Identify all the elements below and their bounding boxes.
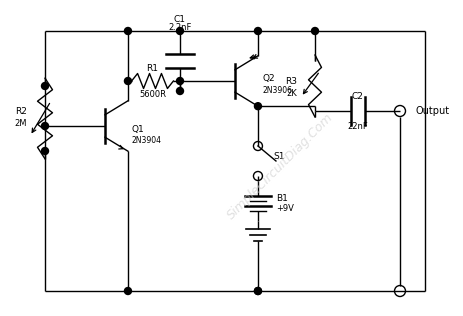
Circle shape xyxy=(176,27,183,34)
Text: 2N3906: 2N3906 xyxy=(263,86,292,94)
Text: Output: Output xyxy=(414,106,448,116)
Text: R2: R2 xyxy=(15,107,27,116)
Circle shape xyxy=(124,27,131,34)
Text: 2K: 2K xyxy=(286,88,296,98)
Circle shape xyxy=(176,88,183,94)
Text: 2N3904: 2N3904 xyxy=(131,136,162,144)
Circle shape xyxy=(254,103,261,110)
Text: SimpleCircuitDiag.Com: SimpleCircuitDiag.Com xyxy=(224,110,335,222)
Circle shape xyxy=(254,27,261,34)
Text: B1: B1 xyxy=(275,194,287,203)
Circle shape xyxy=(124,77,131,84)
Text: R1: R1 xyxy=(146,64,158,72)
Text: R3: R3 xyxy=(284,76,296,86)
Circle shape xyxy=(254,288,261,295)
Text: Q2: Q2 xyxy=(263,74,275,82)
Text: 5600R: 5600R xyxy=(139,89,166,99)
Circle shape xyxy=(41,123,49,130)
Text: 22nF: 22nF xyxy=(346,121,367,131)
Text: Q1: Q1 xyxy=(131,125,144,133)
Circle shape xyxy=(311,27,318,34)
Text: 2.2nF: 2.2nF xyxy=(168,22,191,32)
Text: +9V: +9V xyxy=(275,204,293,213)
Circle shape xyxy=(124,288,131,295)
Circle shape xyxy=(41,82,49,89)
Circle shape xyxy=(254,288,261,295)
Circle shape xyxy=(41,148,49,155)
Text: C1: C1 xyxy=(174,15,186,23)
Circle shape xyxy=(176,77,183,84)
Text: S1: S1 xyxy=(272,151,284,161)
Text: C2: C2 xyxy=(351,92,363,100)
Text: 2M: 2M xyxy=(14,119,27,128)
